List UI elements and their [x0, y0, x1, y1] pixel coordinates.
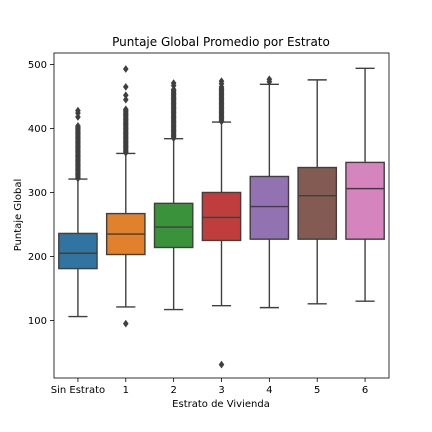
outlier-point	[75, 121, 81, 130]
outlier-point	[218, 77, 225, 86]
box-group	[345, 67, 385, 302]
y-tick-label: 100	[28, 316, 47, 327]
x-tick-label: Sin Estrato	[51, 385, 105, 396]
x-tick-label: 6	[362, 385, 368, 396]
box-group	[105, 65, 146, 328]
box	[297, 166, 338, 240]
y-tick-label: 200	[28, 252, 47, 263]
y-axis: 100 200 300 400 500	[28, 60, 54, 327]
outlier-point	[75, 106, 81, 115]
x-axis-label: Estrato de Vivienda	[172, 399, 270, 410]
box	[58, 232, 98, 270]
y-tick-label: 300	[28, 188, 47, 199]
x-tick-label: 5	[314, 385, 320, 396]
outlier-point	[122, 105, 129, 114]
box-group	[297, 79, 338, 305]
box	[249, 175, 290, 240]
y-axis-label: Puntaje Global	[13, 179, 24, 252]
outlier-point	[122, 65, 129, 73]
box-group	[201, 77, 242, 369]
x-tick-label: 4	[266, 385, 272, 396]
y-tick-label: 400	[28, 124, 47, 135]
outlier-point	[122, 82, 129, 91]
box	[153, 202, 194, 249]
box-group	[153, 79, 194, 311]
outlier-point	[122, 319, 129, 328]
outlier-point	[170, 79, 177, 88]
outlier-point	[218, 360, 225, 369]
box	[345, 161, 385, 240]
outlier-point	[266, 75, 273, 84]
box-group	[58, 106, 98, 318]
x-axis: Sin Estrato 1 2 3 4 5 6	[51, 378, 368, 396]
box	[201, 191, 242, 242]
chart-title: Puntaje Global Promedio por Estrato	[112, 35, 330, 49]
box-group	[249, 75, 290, 309]
y-tick-label: 500	[28, 60, 47, 71]
outlier-point	[122, 95, 129, 104]
outlier-point	[122, 91, 129, 100]
x-tick-label: 3	[218, 385, 224, 396]
plot-area	[58, 65, 385, 369]
x-tick-label: 1	[123, 385, 129, 396]
x-tick-label: 2	[170, 385, 176, 396]
